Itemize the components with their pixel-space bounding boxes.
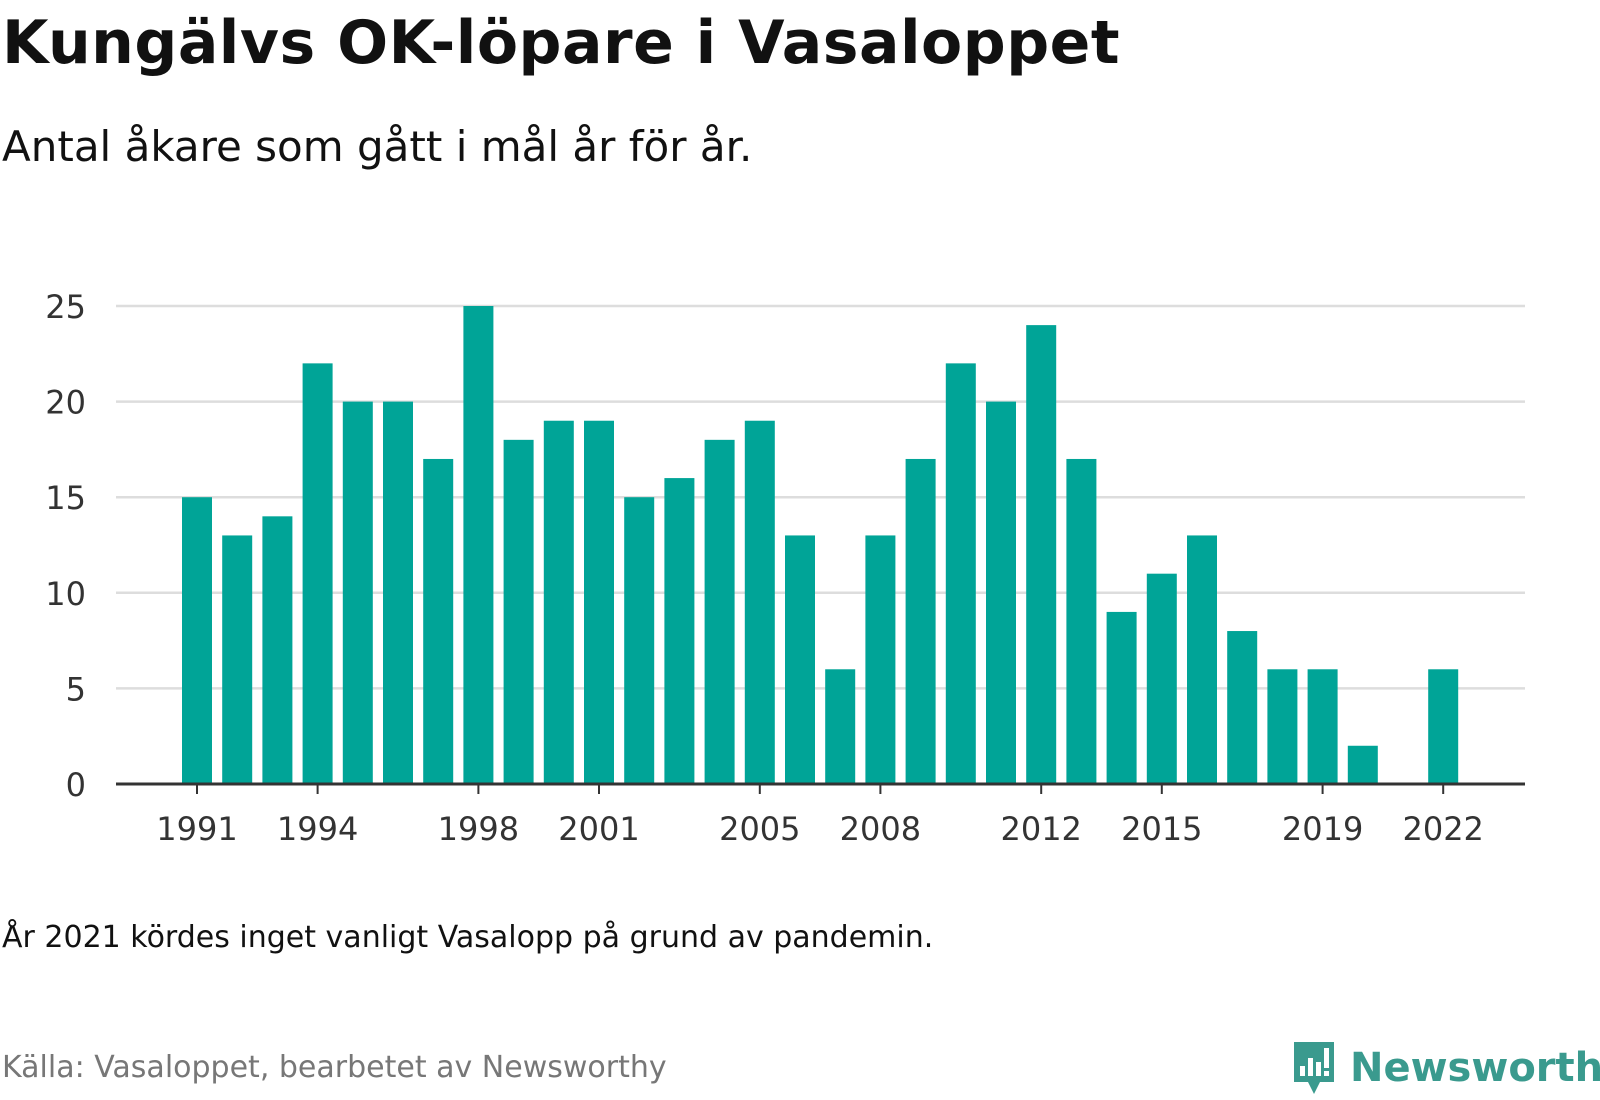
- source-line: Källa: Vasaloppet, bearbetet av Newswort…: [2, 1050, 667, 1085]
- bar-2007: [825, 669, 856, 784]
- x-tick-label: 1998: [438, 810, 519, 848]
- newsworthy-logo-icon: [1294, 1042, 1334, 1094]
- x-tick-label: 2022: [1402, 810, 1483, 848]
- bar-2020: [1347, 745, 1378, 784]
- y-tick-label: 10: [45, 575, 86, 613]
- bar-2019: [1307, 669, 1338, 784]
- bar-2000: [543, 420, 574, 784]
- bar-2002: [624, 497, 655, 784]
- bar-1998: [463, 306, 494, 784]
- bar-1993: [262, 516, 293, 784]
- bar-2009: [905, 458, 936, 784]
- x-tick-label: 1991: [156, 810, 237, 848]
- bar-1996: [383, 401, 413, 784]
- chart-subtitle: Antal åkare som gått i mål år för år.: [2, 122, 753, 171]
- bar-2022: [1428, 669, 1459, 784]
- bar-2006: [785, 535, 815, 784]
- brand-name: Newsworthy: [1350, 1045, 1600, 1091]
- y-tick-label: 5: [66, 670, 86, 708]
- bar-2012: [1026, 325, 1057, 784]
- bar-1994: [302, 363, 333, 784]
- footnote: År 2021 kördes inget vanligt Vasalopp på…: [2, 920, 934, 955]
- x-tick-label: 2012: [1000, 810, 1081, 848]
- y-tick-label: 20: [45, 384, 86, 422]
- x-tick-label: 1994: [277, 810, 358, 848]
- axes: 0 5 10 15 20 25 1991 1994 1998 2001 2005 2008 2012 20…: [45, 288, 1525, 848]
- bar-1999: [503, 439, 534, 784]
- bar-2011: [986, 401, 1016, 784]
- bar-1997: [423, 458, 454, 784]
- bar-2018: [1267, 669, 1298, 784]
- y-tick-label: 15: [45, 479, 86, 517]
- bars: [182, 306, 1459, 784]
- bar-1995: [342, 401, 373, 784]
- x-tick-label: 2008: [840, 810, 921, 848]
- bar-2008: [865, 535, 896, 784]
- bar-2016: [1187, 535, 1217, 784]
- chart-title: Kungälvs OK-löpare i Vasaloppet: [2, 8, 1121, 78]
- y-tick-label: 0: [66, 766, 86, 804]
- bar-2010: [945, 363, 976, 784]
- bar-1991: [182, 497, 212, 784]
- x-tick-label: 2019: [1282, 810, 1363, 848]
- bar-2017: [1227, 631, 1258, 784]
- y-tick-label: 25: [45, 288, 86, 326]
- brand-logo: Newsworthy: [1290, 1040, 1600, 1096]
- bar-2013: [1066, 458, 1097, 784]
- bar-2014: [1106, 611, 1137, 784]
- x-tick-label: 2015: [1121, 810, 1202, 848]
- x-tick-label: 2005: [719, 810, 800, 848]
- bar-2015: [1146, 573, 1177, 784]
- bar-2003: [664, 478, 695, 784]
- x-tick-label: 2001: [558, 810, 639, 848]
- bar-2004: [704, 439, 735, 784]
- bar-1992: [222, 535, 253, 784]
- bar-2005: [744, 420, 775, 784]
- bar-2001: [584, 420, 614, 784]
